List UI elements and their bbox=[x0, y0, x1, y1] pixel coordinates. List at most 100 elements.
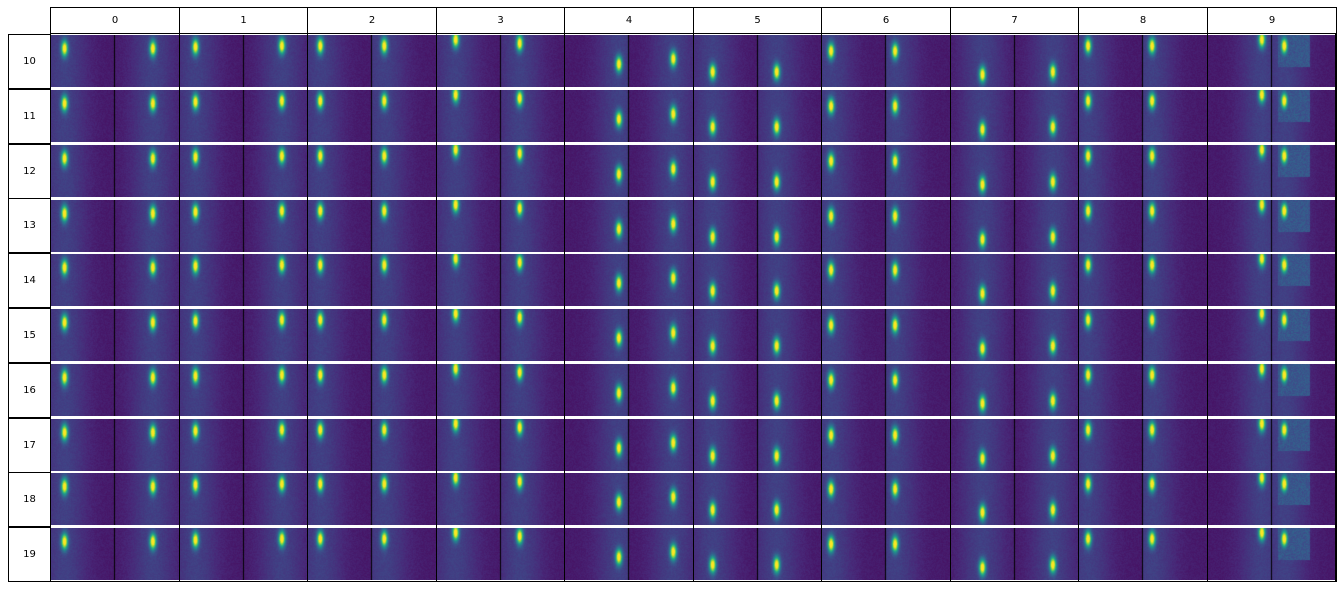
heatmap-image bbox=[179, 145, 307, 197]
heatmap-cell bbox=[307, 35, 436, 87]
heatmap-image bbox=[179, 254, 307, 306]
heatmap-cell bbox=[564, 35, 693, 87]
heatmap-cell bbox=[307, 473, 436, 525]
heatmap-cell bbox=[950, 473, 1078, 525]
row-header-15: 15 bbox=[8, 308, 51, 363]
heatmap-cell bbox=[1078, 90, 1207, 142]
heatmap-image bbox=[821, 200, 950, 252]
heatmap-image bbox=[693, 90, 821, 142]
heatmap-cell bbox=[179, 364, 307, 416]
heatmap-cell bbox=[564, 200, 693, 252]
heatmap-cell bbox=[564, 473, 693, 525]
heatmap-cell bbox=[1207, 35, 1336, 87]
heatmap-image bbox=[1207, 364, 1336, 416]
heatmap-image bbox=[307, 419, 436, 471]
heatmap-image bbox=[436, 200, 564, 252]
column-header-3: 3 bbox=[436, 7, 565, 34]
heatmap-image bbox=[564, 473, 693, 525]
heatmap-image bbox=[564, 90, 693, 142]
heatmap-image bbox=[693, 145, 821, 197]
heatmap-cell bbox=[50, 90, 179, 142]
heatmap-cell bbox=[307, 254, 436, 306]
heatmap-cell bbox=[950, 254, 1078, 306]
heatmap-image bbox=[950, 364, 1078, 416]
heatmap-cell bbox=[693, 145, 821, 197]
heatmap-cell bbox=[179, 90, 307, 142]
heatmap-image bbox=[50, 528, 179, 580]
heatmap-cell bbox=[50, 35, 179, 87]
heatmap-cell bbox=[179, 254, 307, 306]
heatmap-cell bbox=[1078, 528, 1207, 580]
heatmap-image bbox=[1207, 309, 1336, 361]
heatmap-cell bbox=[436, 145, 564, 197]
row-header-10: 10 bbox=[8, 34, 51, 89]
heatmap-image bbox=[179, 419, 307, 471]
heatmap-image bbox=[950, 309, 1078, 361]
heatmap-cell bbox=[179, 145, 307, 197]
column-header-8: 8 bbox=[1078, 7, 1208, 34]
heatmap-image bbox=[436, 364, 564, 416]
heatmap-image bbox=[693, 528, 821, 580]
heatmap-cell bbox=[1078, 254, 1207, 306]
heatmap-image bbox=[950, 528, 1078, 580]
heatmap-image bbox=[564, 35, 693, 87]
heatmap-cell bbox=[50, 145, 179, 197]
heatmap-image bbox=[1078, 254, 1207, 306]
heatmap-cell bbox=[307, 528, 436, 580]
heatmap-cell bbox=[693, 473, 821, 525]
heatmap-cell bbox=[1078, 473, 1207, 525]
heatmap-image bbox=[1207, 254, 1336, 306]
heatmap-image bbox=[307, 528, 436, 580]
heatmap-cell bbox=[693, 364, 821, 416]
heatmap-image bbox=[950, 200, 1078, 252]
heatmap-cell bbox=[821, 473, 950, 525]
heatmap-cell bbox=[1207, 145, 1336, 197]
row-header-16: 16 bbox=[8, 362, 51, 418]
heatmap-image bbox=[564, 145, 693, 197]
heatmap-cell bbox=[307, 200, 436, 252]
heatmap-cell bbox=[50, 528, 179, 580]
heatmap-cell bbox=[436, 309, 564, 361]
heatmap-cell bbox=[821, 419, 950, 471]
column-divider bbox=[1336, 34, 1337, 582]
heatmap-image bbox=[821, 528, 950, 580]
row-header-14: 14 bbox=[8, 253, 51, 309]
heatmap-image bbox=[693, 473, 821, 525]
heatmap-cell bbox=[436, 364, 564, 416]
column-header-6: 6 bbox=[821, 7, 951, 34]
heatmap-image bbox=[1078, 528, 1207, 580]
heatmap-cell bbox=[564, 145, 693, 197]
heatmap-cell bbox=[821, 364, 950, 416]
heatmap-cell bbox=[950, 364, 1078, 416]
heatmap-image bbox=[693, 35, 821, 87]
heatmap-image bbox=[950, 35, 1078, 87]
heatmap-image bbox=[307, 254, 436, 306]
heatmap-image bbox=[1078, 309, 1207, 361]
heatmap-cell bbox=[693, 90, 821, 142]
heatmap-cell bbox=[1207, 254, 1336, 306]
heatmap-cell bbox=[179, 473, 307, 525]
heatmap-image bbox=[179, 364, 307, 416]
heatmap-cell bbox=[693, 254, 821, 306]
heatmap-cell bbox=[307, 364, 436, 416]
heatmap-image bbox=[436, 90, 564, 142]
heatmap-image bbox=[436, 309, 564, 361]
heatmap-image bbox=[564, 528, 693, 580]
heatmap-image bbox=[950, 419, 1078, 471]
heatmap-cell bbox=[1207, 528, 1336, 580]
heatmap-image bbox=[307, 364, 436, 416]
heatmap-cell bbox=[307, 145, 436, 197]
heatmap-cell bbox=[950, 145, 1078, 197]
heatmap-image bbox=[821, 254, 950, 306]
heatmap-cell bbox=[693, 35, 821, 87]
heatmap-cell bbox=[179, 419, 307, 471]
heatmap-cell bbox=[821, 35, 950, 87]
column-header-9: 9 bbox=[1207, 7, 1337, 34]
heatmap-image bbox=[1078, 419, 1207, 471]
heatmap-cell bbox=[821, 145, 950, 197]
heatmap-image bbox=[179, 528, 307, 580]
heatmap-cell bbox=[821, 90, 950, 142]
heatmap-image bbox=[693, 364, 821, 416]
heatmap-cell bbox=[1078, 145, 1207, 197]
heatmap-image bbox=[179, 309, 307, 361]
